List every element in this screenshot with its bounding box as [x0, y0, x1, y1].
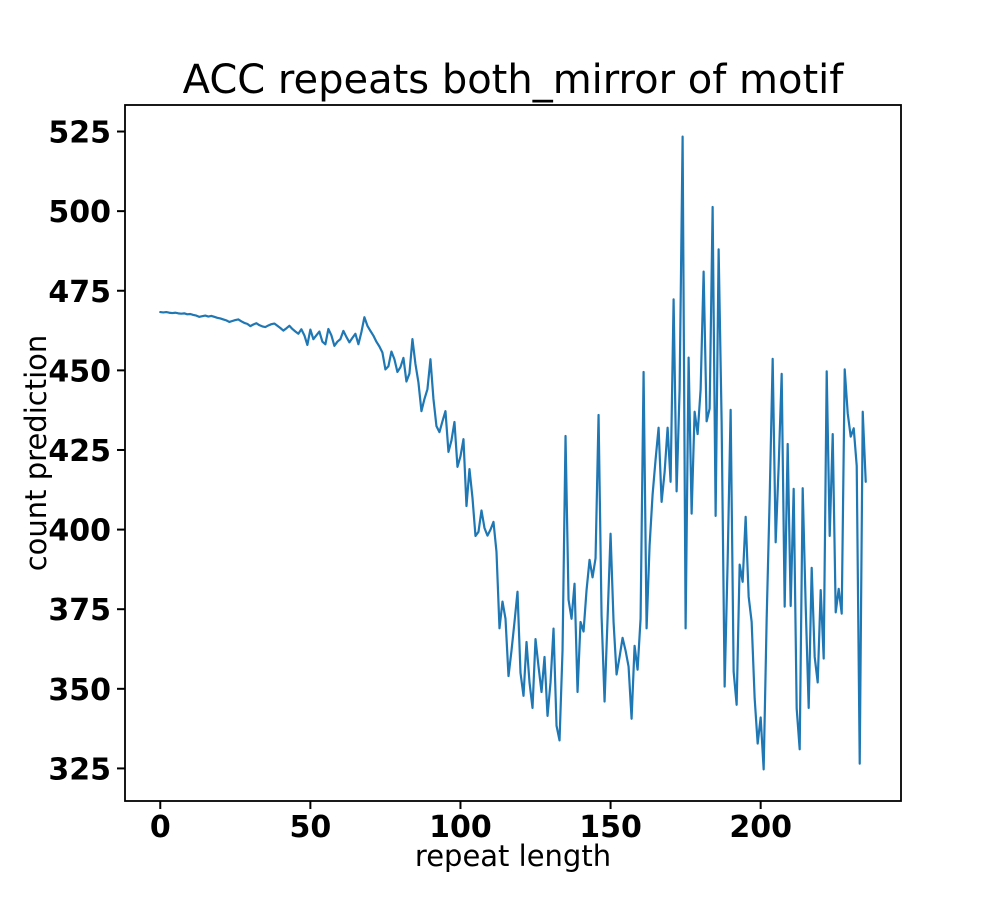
x-tick-label: 150 — [579, 810, 642, 845]
y-axis-label: count prediction — [19, 335, 53, 572]
y-tick-label: 425 — [48, 434, 111, 469]
chart-title: ACC repeats both_mirror of motif — [183, 57, 845, 103]
x-tick-label: 100 — [429, 810, 492, 845]
x-tick-label: 0 — [150, 810, 171, 845]
data-line-series — [159, 135, 867, 771]
x-tick-label: 200 — [729, 810, 792, 845]
y-tick-label: 500 — [48, 195, 111, 230]
ticks-layer — [117, 130, 762, 809]
x-tick-label: 50 — [289, 810, 331, 845]
y-tick-label: 450 — [48, 354, 111, 389]
y-tick-label: 475 — [48, 275, 111, 310]
y-tick-label: 375 — [48, 593, 111, 628]
y-tick-label: 350 — [48, 673, 111, 708]
y-tick-label: 400 — [48, 514, 111, 549]
tick-labels-layer: 0 50 100 150 200 325 350 375 400 425 450 475 500 525 — [48, 116, 792, 845]
y-tick-label: 325 — [48, 752, 111, 787]
y-tick-label: 525 — [48, 116, 111, 151]
plot-spines — [124, 104, 902, 802]
x-axis-label: repeat length — [415, 839, 611, 873]
